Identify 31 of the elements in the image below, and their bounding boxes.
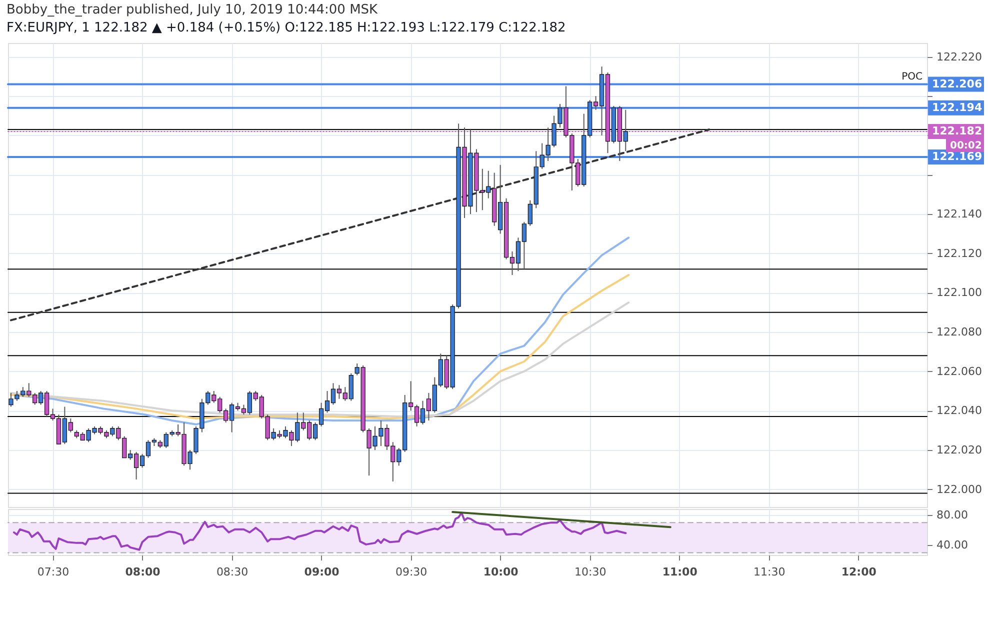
y-tick-label: 122.220 [936,50,982,64]
ref-line-label: 122.206 [932,77,982,90]
x-tick-label: 11:00 [662,566,698,578]
x-tick-label: 07:30 [37,566,70,578]
ref-line-label: 122.182 [932,124,982,138]
y-tick-label: 40.00 [936,538,968,552]
x-tick-label: 11:30 [754,566,786,578]
y-tick-label: 122.100 [936,286,982,300]
x-tick-label: 12:00 [841,566,877,578]
y-tick-label: 122.080 [936,326,982,339]
x-tick-label: 10:30 [574,566,606,578]
x-tick-label: 09:00 [304,566,340,578]
y-tick-label: 80.00 [936,508,968,522]
x-tick-label: 08:30 [216,566,248,578]
y-tick-label: 122.060 [936,364,982,378]
x-tick-label: 08:00 [125,566,161,578]
line-series [12,512,627,551]
annotation: POC [902,71,923,82]
line-series [10,274,630,420]
y-tick-label: 122.120 [936,246,982,260]
y-tick-label: 122.000 [936,482,982,496]
chart-title: Bobby_the_trader published, July 10, 2019 10:44:00 MSK [6,2,378,18]
y-tick-label: 122.140 [936,208,982,221]
y-tick-label: 122.040 [936,404,982,418]
x-tick-label: 09:30 [395,566,428,578]
ref-line-label: 122.194 [932,100,982,114]
x-tick-label: 10:00 [483,566,519,578]
text: 00:02 [950,140,982,152]
ref-line-label: 122.169 [932,150,982,164]
y-tick-label: 122.020 [936,443,982,456]
chart-subtitle: FX:EURJPY, 1 122.182 ▲ +0.184 (+0.15%) O:122.185 H:122.193 L:122.179 C:122.182 [6,20,566,36]
